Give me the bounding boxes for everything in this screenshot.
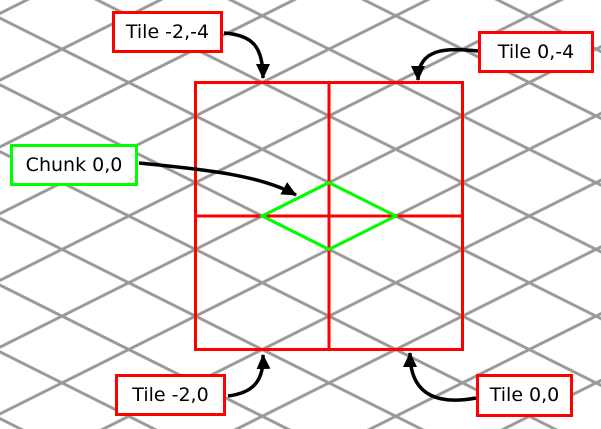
label-tile-0--4: Tile 0,-4 <box>478 31 594 73</box>
arrow-to-tile-m2-0 <box>227 354 271 398</box>
label-tile-0-0: Tile 0,0 <box>476 374 573 417</box>
label-tile-0-0-text: Tile 0,0 <box>489 384 560 406</box>
label-tile--2--4-text: Tile -2,-4 <box>125 20 210 43</box>
callout-arrows <box>138 31 479 402</box>
arrow-to-chunk-0-0 <box>138 161 297 197</box>
chunk-outline <box>258 180 400 252</box>
arrow-to-tile-0-m4 <box>411 47 479 81</box>
label-chunk-0-0-text: Chunk 0,0 <box>25 153 123 176</box>
label-chunk-0-0: Chunk 0,0 <box>10 144 138 186</box>
arrow-to-tile-m2-m4 <box>223 31 270 79</box>
tile-grid <box>194 81 464 351</box>
arrow-to-tile-0-0 <box>403 352 477 402</box>
label-tile--2-0: Tile -2,0 <box>115 374 226 416</box>
label-tile--2--4: Tile -2,-4 <box>112 11 223 53</box>
label-tile-0--4-text: Tile 0,-4 <box>497 40 575 63</box>
label-tile--2-0-text: Tile -2,0 <box>132 383 209 406</box>
